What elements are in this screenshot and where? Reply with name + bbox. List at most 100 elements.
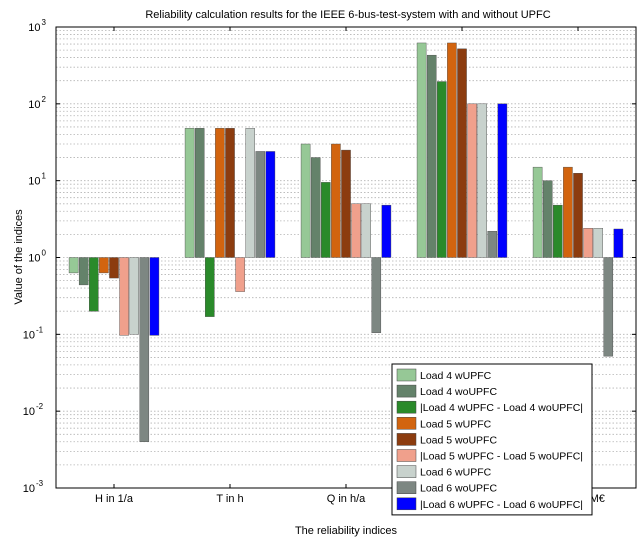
y-tick-exp: -1: [36, 325, 44, 334]
bar: [119, 257, 129, 336]
bar: [78, 257, 89, 286]
bar: [321, 182, 331, 258]
chart-title: Reliability calculation results for the …: [145, 9, 550, 21]
legend-label: Load 6 woUPFC: [420, 483, 497, 495]
bar: [149, 257, 160, 336]
bar: [613, 228, 624, 258]
legend-swatch: [396, 400, 417, 414]
bar: [542, 180, 553, 258]
bar: [361, 203, 371, 258]
bar: [341, 149, 351, 258]
bar: [447, 42, 457, 258]
y-axis-label: Value of the indices: [13, 209, 25, 305]
legend-swatch: [396, 384, 417, 398]
bar: [265, 151, 276, 258]
y-tick-base: 10: [28, 176, 40, 188]
bar: [553, 204, 563, 258]
legend-item: Load 4 wUPFC: [396, 368, 492, 382]
legend-label: Load 4 woUPFC: [420, 386, 497, 398]
y-tick-label: 10 -3: [23, 479, 44, 495]
bar: [89, 257, 99, 312]
y-tick-label: 10 0: [28, 249, 46, 265]
bar: [477, 103, 487, 258]
legend-item: Load 6 woUPFC: [396, 481, 497, 495]
legend-swatch: [396, 481, 417, 494]
legend-label: Load 4 wUPFC: [420, 370, 492, 382]
bar: [603, 257, 614, 357]
bar: [593, 228, 603, 258]
y-tick-base: 10: [23, 329, 35, 341]
bar: [235, 257, 245, 292]
y-tick-exp: -2: [36, 402, 44, 411]
y-tick-label: 10 -2: [23, 402, 44, 418]
bar: [68, 257, 79, 274]
bar: [225, 128, 235, 258]
legend-swatch: [396, 368, 417, 382]
x-axis-label: The reliability indices: [295, 525, 398, 537]
legend-swatch: [396, 433, 417, 446]
bar: [184, 128, 195, 258]
bar: [437, 81, 447, 258]
legend-swatch: [396, 417, 417, 430]
y-tick-label: 10 3: [28, 18, 46, 34]
bar: [351, 203, 361, 258]
x-tick-label: T in h: [216, 493, 243, 505]
bar: [245, 128, 255, 258]
bar: [381, 204, 392, 258]
legend-swatch: [396, 449, 417, 462]
legend-item: Load 5 wUPFC: [396, 417, 492, 430]
bar: [310, 157, 321, 258]
legend-item: Load 6 wUPFC: [396, 465, 492, 479]
y-tick-base: 10: [23, 406, 35, 418]
bar: [573, 173, 583, 258]
y-tick-exp: 0: [42, 249, 47, 258]
bar: [497, 103, 508, 258]
bar: [532, 166, 543, 258]
y-tick-base: 10: [28, 253, 40, 265]
legend: Load 4 wUPFC Load 4 woUPFC |Load 4 wUPFC -…: [391, 363, 593, 516]
y-tick-exp: 3: [42, 18, 47, 27]
bar: [487, 230, 498, 258]
bar: [255, 151, 266, 258]
bar: [129, 257, 139, 335]
legend-swatch: [396, 497, 417, 511]
x-tick-label: H in 1/a: [95, 493, 134, 505]
legend-item: Load 4 woUPFC: [396, 384, 497, 398]
y-tick-exp: 2: [42, 95, 47, 104]
bar: [194, 128, 205, 258]
x-tick-label: Q in h/a: [327, 493, 366, 505]
bar: [99, 257, 109, 274]
bar: [583, 228, 593, 258]
bar: [331, 143, 341, 258]
legend-label: Load 5 woUPFC: [420, 434, 497, 446]
y-tick-label: 10 1: [28, 172, 46, 188]
legend-swatch: [396, 465, 417, 478]
legend-item: |Load 4 wUPFC - Load 4 woUPFC|: [396, 400, 583, 414]
y-tick-label: 10 2: [28, 95, 46, 111]
y-tick-exp: 1: [42, 172, 47, 181]
legend-box: [391, 363, 593, 516]
legend-label: |Load 4 wUPFC - Load 4 woUPFC|: [420, 402, 583, 414]
y-tick-base: 10: [28, 99, 40, 111]
legend-label: |Load 5 wUPFC - Load 5 woUPFC|: [420, 451, 583, 463]
y-tick-base: 10: [28, 22, 40, 34]
legend-label: Load 5 wUPFC: [420, 418, 492, 430]
bar: [139, 257, 150, 442]
bar: [416, 42, 427, 258]
bar: [426, 54, 437, 258]
bar: [215, 128, 225, 258]
legend-label: Load 6 wUPFC: [420, 467, 492, 479]
bar: [563, 166, 573, 258]
y-tick-exp: -3: [36, 479, 44, 488]
bar: [109, 257, 119, 279]
bar: [371, 257, 382, 333]
bar: [300, 143, 311, 258]
bar: [205, 257, 215, 317]
bar: [457, 48, 467, 258]
legend-item: |Load 5 wUPFC - Load 5 woUPFC|: [396, 449, 583, 463]
legend-item: Load 5 woUPFC: [396, 433, 497, 446]
legend-item: |Load 6 wUPFC - Load 6 woUPFC|: [396, 497, 583, 511]
legend-label: |Load 6 wUPFC - Load 6 woUPFC|: [420, 499, 583, 511]
